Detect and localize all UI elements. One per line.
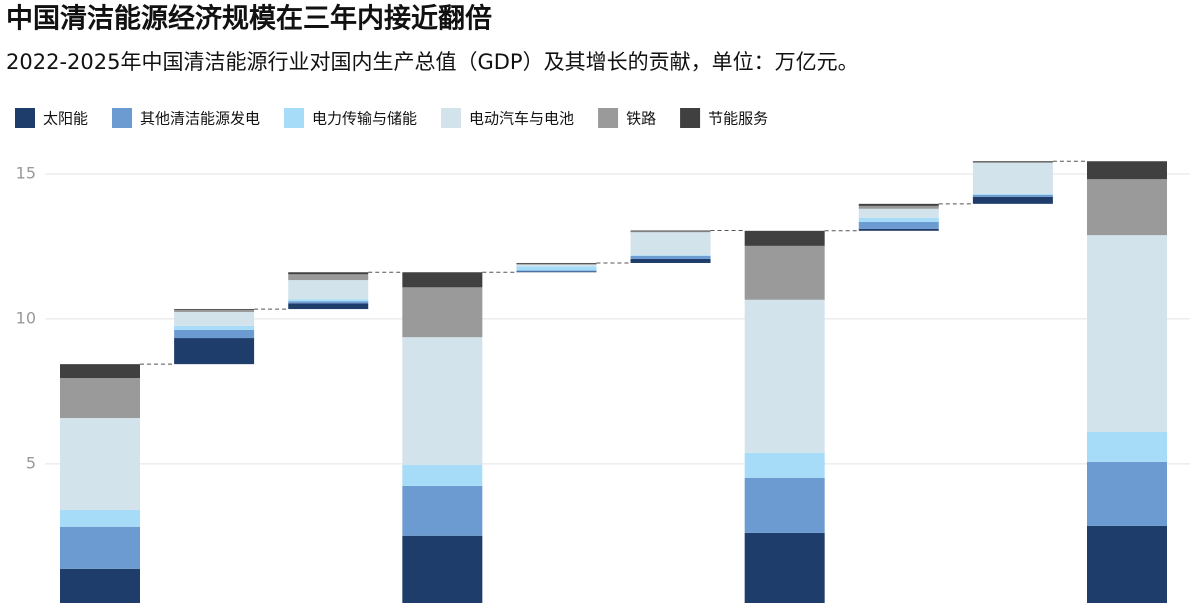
- bar-segment: [972, 161, 1053, 163]
- chart-title: 中国清洁能源经济规模在三年内接近翻倍: [6, 3, 492, 35]
- bar-segment: [858, 217, 939, 222]
- legend-label: 电力传输与储能: [312, 110, 417, 128]
- bar-segment: [744, 477, 825, 533]
- legend-label: 太阳能: [43, 110, 88, 128]
- bar-segment: [630, 255, 711, 257]
- bar-segment: [174, 338, 255, 365]
- bar-segment: [288, 299, 369, 302]
- bar-segment: [858, 205, 939, 209]
- legend-swatch: [598, 108, 619, 128]
- bar-segment: [516, 262, 597, 264]
- bar-segment: [1087, 431, 1167, 462]
- bar-segment: [1087, 235, 1167, 432]
- bar-segment: [174, 309, 255, 310]
- bar-segment: [744, 299, 825, 453]
- y-tick-label: 15: [16, 163, 36, 182]
- bar-segment: [60, 526, 140, 569]
- legend-swatch: [284, 108, 305, 128]
- bar-segment: [972, 196, 1053, 204]
- bar-segment: [630, 256, 711, 259]
- bar-segment: [174, 325, 255, 330]
- bar-segment: [60, 378, 140, 419]
- y-tick-label: 10: [16, 308, 36, 327]
- bar-segment: [402, 535, 483, 603]
- bar-segment: [972, 162, 1053, 163]
- y-tick-label: 5: [26, 453, 36, 472]
- bar-segment: [858, 203, 939, 206]
- bar-segment: [972, 193, 1053, 195]
- bar-segment: [402, 485, 483, 536]
- bar-segment: [630, 232, 711, 256]
- bar-segment: [516, 271, 597, 273]
- bar-segment: [516, 266, 597, 271]
- bar-segment: [288, 272, 369, 275]
- bar-segment: [1087, 525, 1167, 603]
- legend-swatch: [112, 108, 133, 128]
- bar-segment: [630, 230, 711, 232]
- bar-segment: [402, 287, 483, 338]
- bar-segment: [1087, 161, 1167, 180]
- bar-segment: [1087, 461, 1167, 526]
- bar-segment: [744, 230, 825, 246]
- bar-segment: [858, 228, 939, 231]
- legend-label: 其他清洁能源发电: [140, 110, 260, 128]
- bar-segment: [858, 221, 939, 229]
- bar-segment: [402, 337, 483, 466]
- bar-segment: [516, 270, 597, 272]
- bar-segment: [630, 258, 711, 263]
- bar-segment: [972, 194, 1053, 197]
- bar-segment: [174, 329, 255, 339]
- bar-segment: [402, 272, 483, 288]
- bar-segment: [1087, 179, 1167, 236]
- bar-segment: [288, 303, 369, 310]
- bar-segment: [402, 465, 483, 486]
- bar-segment: [972, 162, 1053, 194]
- bar-segment: [744, 245, 825, 300]
- bar-segment: [516, 263, 597, 265]
- legend-swatch: [680, 108, 701, 128]
- bar-segment: [744, 452, 825, 478]
- bar-segment: [174, 309, 255, 312]
- bar-segment: [288, 301, 369, 304]
- bar-segment: [516, 264, 597, 267]
- bar-segment: [60, 418, 140, 510]
- bar-segment: [630, 231, 711, 233]
- legend-label: 铁路: [626, 110, 656, 128]
- bar-segment: [60, 568, 140, 603]
- bar-segment: [60, 509, 140, 527]
- bar-segment: [174, 311, 255, 326]
- bar-segment: [744, 532, 825, 603]
- legend-swatch: [15, 108, 35, 128]
- bar-segment: [288, 280, 369, 300]
- legend-swatch: [441, 108, 462, 128]
- legend-label: 电动汽车与电池: [469, 110, 574, 128]
- legend-label: 节能服务: [708, 110, 768, 128]
- bar-segment: [858, 208, 939, 218]
- bar-segment: [288, 274, 369, 281]
- bar-segment: [60, 364, 140, 379]
- chart-subtitle: 2022-2025年中国清洁能源行业对国内生产总值（GDP）及其增长的贡献，单位…: [6, 50, 859, 74]
